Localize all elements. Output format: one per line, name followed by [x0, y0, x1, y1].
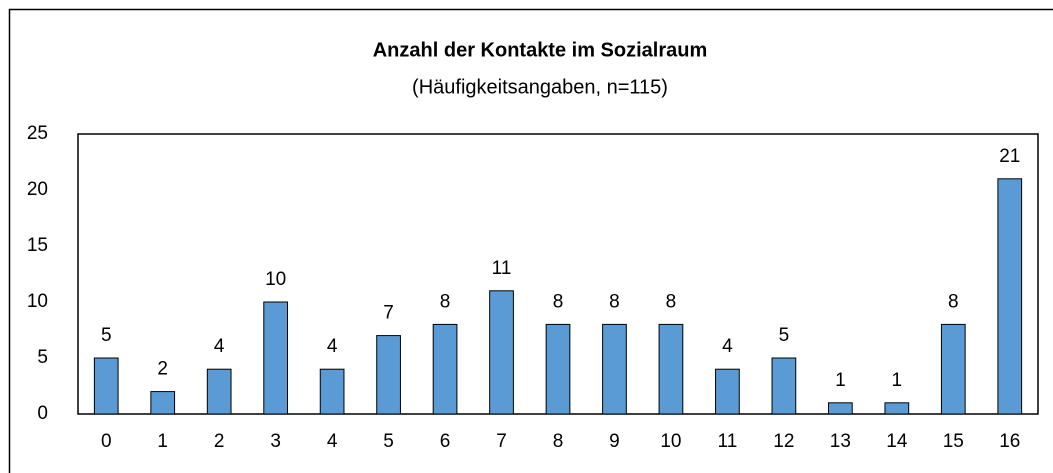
bar: [93, 357, 119, 415]
bar: [827, 402, 853, 415]
bar: [376, 335, 401, 415]
x-tick-label: 10: [660, 431, 681, 452]
x-tick-label: 16: [999, 431, 1020, 452]
value-label: 5: [101, 325, 112, 346]
value-label: 4: [214, 336, 225, 357]
bar: [150, 391, 176, 415]
value-label: 8: [553, 291, 564, 312]
y-tick-label: 20: [27, 179, 48, 200]
bar: [319, 368, 345, 415]
value-label: 11: [492, 258, 512, 279]
x-tick-label: 3: [270, 431, 281, 452]
value-label: 2: [157, 359, 168, 380]
value-label: 8: [948, 291, 959, 312]
bar: [432, 323, 458, 415]
y-tick-label: 5: [37, 347, 48, 368]
x-tick-label: 12: [773, 431, 794, 452]
value-label: 4: [327, 336, 338, 357]
bar: [771, 357, 797, 415]
value-label: 5: [779, 325, 790, 346]
x-tick-label: 14: [886, 431, 908, 452]
value-label: 4: [722, 336, 733, 357]
x-tick-label: 4: [327, 431, 338, 452]
bar: [602, 323, 627, 415]
chart-title: Anzahl der Kontakte im Sozialraum: [373, 39, 708, 61]
value-label: 8: [666, 291, 677, 312]
y-tick-label: 25: [27, 123, 48, 144]
x-tick-label: 11: [718, 431, 738, 452]
value-label: 10: [265, 269, 286, 290]
y-tick-label: 15: [27, 235, 48, 256]
x-tick-label: 13: [830, 431, 851, 452]
bar: [715, 368, 740, 415]
y-tick-label: 10: [27, 291, 48, 312]
bar: [997, 178, 1023, 415]
bar: [884, 402, 910, 415]
x-tick-label: 0: [101, 431, 112, 452]
value-label: 8: [440, 291, 451, 312]
bar: [206, 368, 232, 415]
y-tick-label: 0: [37, 403, 48, 424]
chart-border: [8, 8, 1053, 473]
bar: [489, 290, 514, 415]
value-label: 21: [999, 146, 1020, 167]
chart-subtitle: (Häufigkeitsangaben, n=115): [412, 76, 668, 98]
bar: [940, 323, 966, 415]
value-label: 8: [609, 291, 620, 312]
value-label: 1: [835, 370, 846, 391]
x-tick-label: 5: [383, 431, 394, 452]
value-label: 7: [383, 303, 394, 324]
x-tick-label: 1: [157, 431, 168, 452]
bar: [263, 301, 289, 415]
bar: [545, 323, 571, 415]
x-tick-label: 8: [553, 431, 564, 452]
bar: [658, 323, 684, 415]
x-tick-label: 6: [440, 431, 451, 452]
x-tick-label: 2: [214, 431, 225, 452]
x-tick-label: 7: [496, 431, 507, 452]
x-tick-label: 15: [943, 431, 964, 452]
x-tick-label: 9: [609, 431, 620, 452]
value-label: 1: [892, 370, 903, 391]
